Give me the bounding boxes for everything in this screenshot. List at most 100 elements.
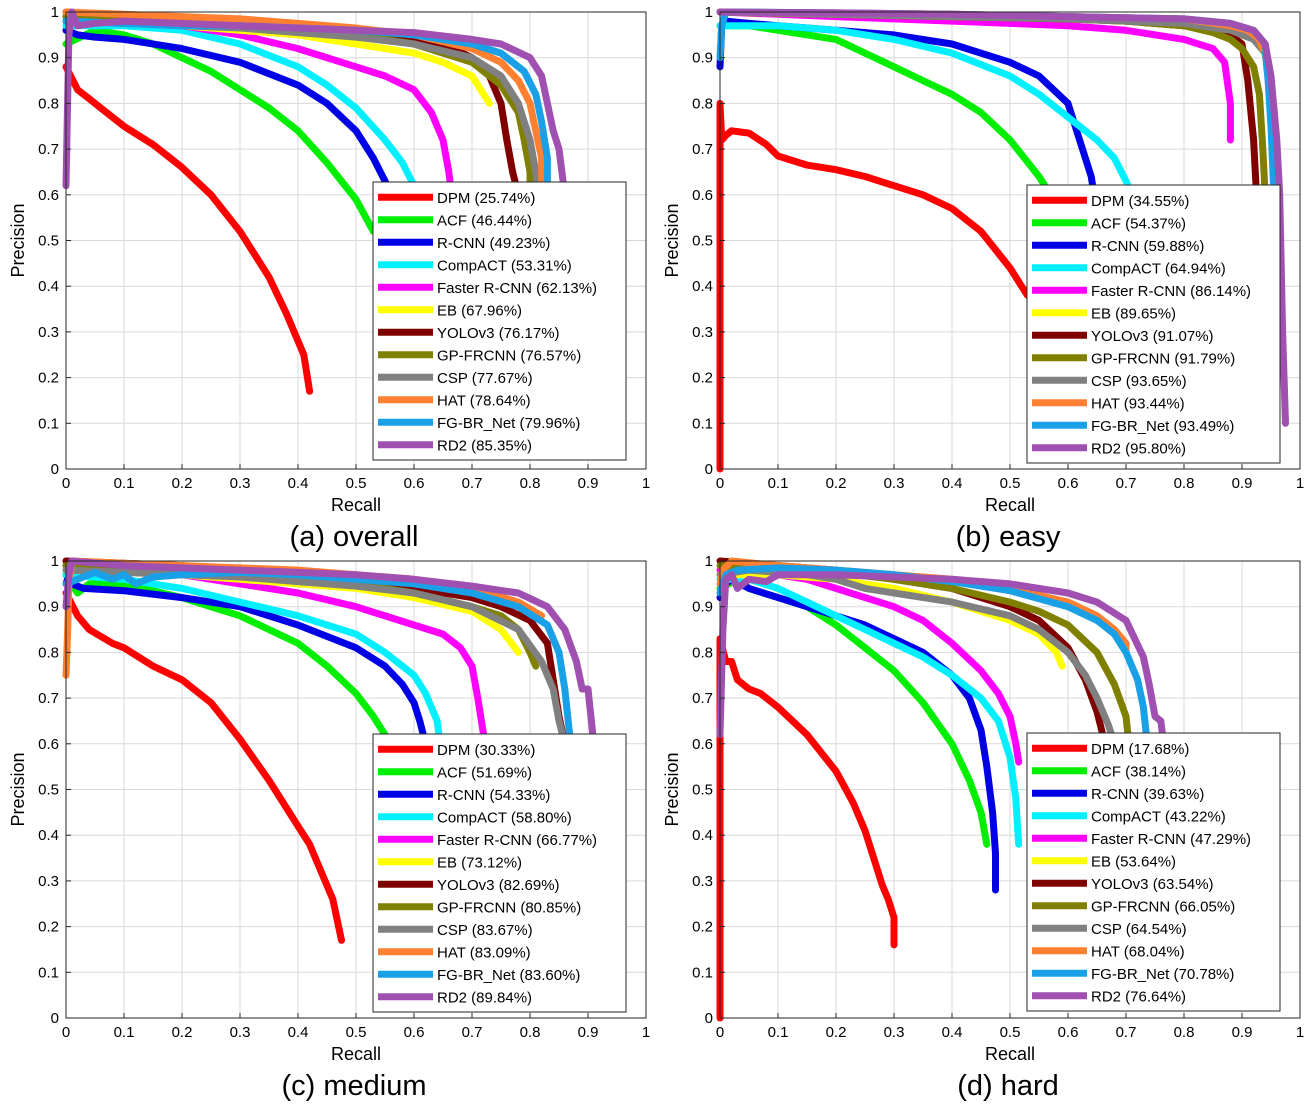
x-tick-label: 0.7: [462, 1024, 483, 1041]
x-tick-label: 0.7: [462, 475, 483, 492]
y-tick-label: 1: [51, 4, 59, 21]
legend-label-fg-br-net: FG-BR_Net (79.96%): [437, 415, 580, 432]
y-tick-label: 0.3: [38, 873, 59, 890]
legend-label-compact: CompACT (43.22%): [1091, 808, 1226, 825]
x-tick-label: 0.6: [404, 1024, 425, 1041]
x-tick-label: 0.5: [1000, 1024, 1021, 1041]
series-line-rd2: [62, 557, 598, 748]
chart-panel-hard: 0 0.1 0.2 0.3 0.4 0.5 0.6 0.7 0.8 0.9 1 0 0.1 0.2 0.3 0…: [662, 553, 1304, 1102]
legend: DPM (30.33%) ACF (51.69%) R-CNN (54.33%) Co…: [372, 733, 627, 1013]
x-tick-label: 0.4: [942, 475, 963, 492]
legend-label-faster-r-cnn: Faster R-CNN (86.14%): [1091, 283, 1251, 300]
y-tick-label: 0.7: [692, 141, 713, 158]
legend-label-gp-frcnn: GP-FRCNN (76.57%): [437, 347, 581, 364]
y-tick-label: 0.9: [692, 599, 713, 616]
x-tick-label: 0.9: [1232, 1024, 1253, 1041]
series-lines: [62, 8, 569, 395]
y-tick-label: 0: [705, 1010, 713, 1027]
legend-label-hat: HAT (83.09%): [437, 944, 531, 961]
legend-label-gp-frcnn: GP-FRCNN (66.05%): [1091, 898, 1235, 915]
y-axis-label: Precision: [8, 752, 28, 826]
x-tick-label: 0.4: [288, 1024, 309, 1041]
x-axis-label: Recall: [985, 495, 1035, 515]
x-tick-label: 0.1: [768, 475, 789, 492]
x-axis-label: Recall: [985, 1044, 1035, 1064]
legend-label-eb: EB (67.96%): [437, 302, 522, 319]
y-tick-label: 0.7: [692, 690, 713, 707]
y-tick-label: 0.5: [692, 233, 713, 250]
x-tick-label: 0: [716, 1024, 724, 1041]
legend-label-yolov3: YOLOv3 (63.54%): [1091, 876, 1214, 893]
y-tick-label: 0.8: [38, 95, 59, 112]
y-tick-label: 1: [705, 4, 713, 21]
legend-box: [372, 733, 627, 1013]
x-tick-label: 0.9: [578, 1024, 599, 1041]
x-tick-label: 0.2: [826, 475, 847, 492]
series-line-rd2: [716, 571, 1168, 748]
legend-label-dpm: DPM (25.74%): [437, 190, 535, 207]
y-tick-label: 0.8: [692, 644, 713, 661]
legend-label-gp-frcnn: GP-FRCNN (80.85%): [437, 899, 581, 916]
legend-label-r-cnn: R-CNN (49.23%): [437, 235, 550, 252]
x-axis-label: Recall: [331, 495, 381, 515]
legend-label-r-cnn: R-CNN (39.63%): [1091, 786, 1204, 803]
x-axis-label: Recall: [331, 1044, 381, 1064]
legend-label-compact: CompACT (53.31%): [437, 257, 572, 274]
y-tick-label: 0.8: [38, 644, 59, 661]
panel-caption: (b) easy: [956, 521, 1061, 553]
x-tick-label: 0.9: [1232, 475, 1253, 492]
series-line-acf: [62, 26, 377, 235]
x-tick-label: 0.6: [1058, 1024, 1079, 1041]
x-tick-label: 0.6: [1058, 475, 1079, 492]
legend-label-fg-br-net: FG-BR_Net (83.60%): [437, 967, 580, 984]
y-tick-label: 0.9: [692, 50, 713, 67]
legend-label-eb: EB (89.65%): [1091, 305, 1176, 322]
x-tick-label: 1: [642, 475, 650, 492]
legend-label-rd2: RD2 (85.35%): [437, 437, 532, 454]
legend-label-faster-r-cnn: Faster R-CNN (66.77%): [437, 832, 597, 849]
series-line-compact: [716, 22, 1136, 199]
y-tick-label: 0.9: [38, 599, 59, 616]
x-tick-label: 0.8: [1174, 475, 1195, 492]
y-tick-label: 0.4: [692, 278, 713, 295]
legend-box: [1026, 184, 1281, 464]
y-tick-label: 0.1: [692, 415, 713, 432]
y-tick-label: 1: [705, 553, 713, 570]
y-tick-label: 0.7: [38, 690, 59, 707]
legend-label-dpm: DPM (30.33%): [437, 742, 535, 759]
legend-label-hat: HAT (68.04%): [1091, 943, 1185, 960]
series-line-dpm: [716, 635, 898, 1022]
y-tick-label: 0.2: [38, 919, 59, 936]
legend-label-acf: ACF (51.69%): [437, 764, 532, 781]
x-tick-label: 0.6: [404, 475, 425, 492]
series-line-rd2: [62, 8, 569, 199]
x-tick-label: 0.2: [172, 475, 193, 492]
y-tick-label: 0.7: [38, 141, 59, 158]
series-line-dpm: [62, 63, 314, 395]
panel-caption: (a) overall: [290, 521, 419, 553]
x-tick-label: 0: [62, 475, 70, 492]
y-axis-label: Precision: [8, 203, 28, 277]
x-tick-label: 0.5: [346, 1024, 367, 1041]
series-line-r-cnn: [716, 17, 1098, 199]
legend-box: [1026, 732, 1281, 1012]
legend-label-acf: ACF (46.44%): [437, 212, 532, 229]
series-line-dpm: [716, 99, 1031, 473]
x-tick-label: 0.4: [288, 475, 309, 492]
x-tick-label: 0: [62, 1024, 70, 1041]
legend-label-acf: ACF (54.37%): [1091, 215, 1186, 232]
y-tick-label: 0.1: [38, 415, 59, 432]
legend-label-yolov3: YOLOv3 (76.17%): [437, 325, 560, 342]
y-tick-label: 0.4: [38, 278, 59, 295]
legend-label-yolov3: YOLOv3 (82.69%): [437, 877, 560, 894]
series-lines: [716, 8, 1289, 473]
y-tick-label: 0: [705, 461, 713, 478]
y-tick-label: 0.1: [38, 964, 59, 981]
legend-label-csp: CSP (83.67%): [437, 922, 533, 939]
x-tick-label: 1: [1296, 475, 1304, 492]
y-tick-label: 0.8: [692, 95, 713, 112]
series-lines: [716, 557, 1168, 1022]
x-tick-label: 0.5: [346, 475, 367, 492]
y-tick-label: 0.6: [38, 187, 59, 204]
y-tick-label: 0.6: [38, 736, 59, 753]
